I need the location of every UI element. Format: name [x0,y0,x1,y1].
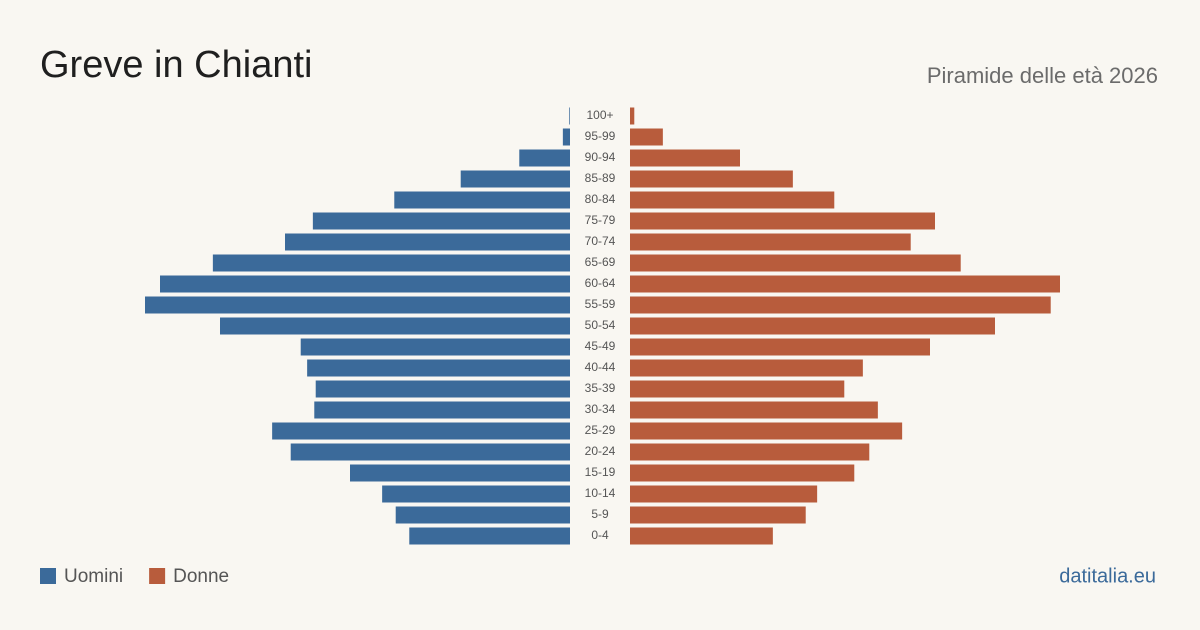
bar [630,107,635,125]
source: datitalia.eu [1059,565,1156,587]
bar [409,527,570,545]
bar [630,401,878,419]
bar [272,422,570,440]
bar [630,359,863,377]
category-label: 80-84 [585,192,616,206]
category-label: 15-19 [585,465,616,479]
bar [630,212,935,230]
legend-label: Uomini [64,566,123,587]
category-label: 50-54 [585,318,616,332]
category-label: 70-74 [585,234,616,248]
bar [630,128,663,146]
bar [630,527,773,545]
bar [630,275,1060,293]
bar [519,149,570,167]
bar [460,170,570,188]
category-label: 95-99 [585,129,616,143]
bar [630,380,845,398]
bar [630,485,818,503]
category-label: 35-39 [585,381,616,395]
bar [315,380,570,398]
category-label: 25-29 [585,423,616,437]
bar [630,506,806,524]
bar [285,233,570,251]
legend-label: Donne [173,566,229,587]
legend-swatch [40,568,56,584]
bar [630,170,793,188]
bar [160,275,570,293]
category-label: 45-49 [585,339,616,353]
bar [630,149,740,167]
category-label: 85-89 [585,171,616,185]
bar [290,443,570,461]
bar [630,296,1051,314]
category-label: 100+ [586,108,613,122]
bar [630,464,855,482]
category-label: 65-69 [585,255,616,269]
bar [630,233,911,251]
chart-subtitle: Piramide delle età 2026 [927,63,1158,88]
bar [307,359,570,377]
bar [394,191,570,209]
bar [630,338,930,356]
bar [212,254,570,272]
category-label: 30-34 [585,402,616,416]
bar [382,485,570,503]
category-label: 40-44 [585,360,616,374]
bar [630,422,903,440]
legend-swatch [149,568,166,584]
bar [630,443,870,461]
bar [300,338,570,356]
category-label: 10-14 [585,486,616,500]
category-label: 0-4 [591,528,609,542]
bar [314,401,570,419]
category-label: 20-24 [585,444,616,458]
bar [569,107,570,125]
chart-title: Greve in Chianti [40,44,312,86]
category-label: 60-64 [585,276,616,290]
bar [630,191,835,209]
category-label: 55-59 [585,297,616,311]
category-label: 90-94 [585,150,616,164]
bar [630,317,995,335]
bar [312,212,570,230]
category-label: 5-9 [591,507,609,521]
bar [630,254,961,272]
bar [395,506,570,524]
bar [145,296,570,314]
category-label: 75-79 [585,213,616,227]
bar [562,128,570,146]
bar [220,317,570,335]
bar [350,464,570,482]
